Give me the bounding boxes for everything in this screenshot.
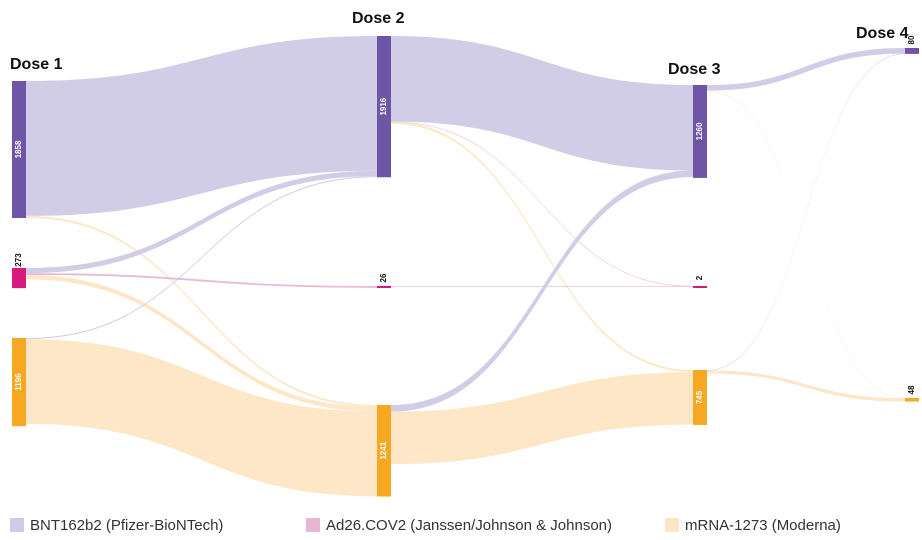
node-label: 26 [379, 273, 388, 282]
node-label: 48 [907, 385, 916, 394]
node-label: 80 [907, 35, 916, 44]
flow-link [26, 215, 377, 408]
flow-link [707, 48, 905, 91]
node [693, 85, 707, 178]
node [12, 338, 26, 427]
flow-link [26, 273, 377, 288]
legend-swatch [306, 518, 320, 532]
flow-link [391, 170, 693, 412]
flow-link [391, 372, 693, 464]
node-label: 273 [14, 253, 23, 267]
column-title: Dose 3 [668, 61, 721, 78]
flow-link [707, 370, 905, 402]
legend-label: Ad26.COV2 (Janssen/Johnson & Johnson) [326, 517, 612, 534]
flow-link [707, 53, 905, 371]
node-label: 1858 [14, 140, 23, 158]
flow-link [26, 36, 377, 216]
flow-link [26, 170, 377, 274]
flow-link [391, 121, 693, 373]
legend-swatch [10, 518, 24, 532]
node [377, 36, 391, 178]
flow-link [26, 176, 377, 340]
node [693, 370, 707, 425]
node [905, 398, 919, 402]
node [377, 286, 391, 288]
node-label: 1260 [695, 122, 704, 140]
legend-label: BNT162b2 (Pfizer-BioNTech) [30, 517, 223, 534]
column-title: Dose 4 [856, 25, 909, 42]
node [693, 286, 707, 288]
flow-link [707, 90, 905, 399]
flow-link [391, 286, 693, 287]
flow-link [391, 36, 693, 171]
column-title: Dose 2 [352, 10, 405, 27]
flow-link [391, 121, 693, 287]
flow-link [26, 339, 377, 497]
node [377, 405, 391, 497]
legend-swatch [665, 518, 679, 532]
node-label: 1196 [14, 373, 23, 391]
column-title: Dose 1 [10, 56, 63, 73]
node [905, 48, 919, 54]
node-label: 1916 [379, 97, 388, 115]
node-label: 2 [695, 275, 704, 280]
flow-link [26, 275, 377, 412]
node-label: 1241 [379, 441, 388, 459]
node-label: 745 [695, 390, 704, 404]
node [12, 81, 26, 218]
node [12, 268, 26, 289]
legend-label: mRNA-1273 (Moderna) [685, 517, 841, 534]
